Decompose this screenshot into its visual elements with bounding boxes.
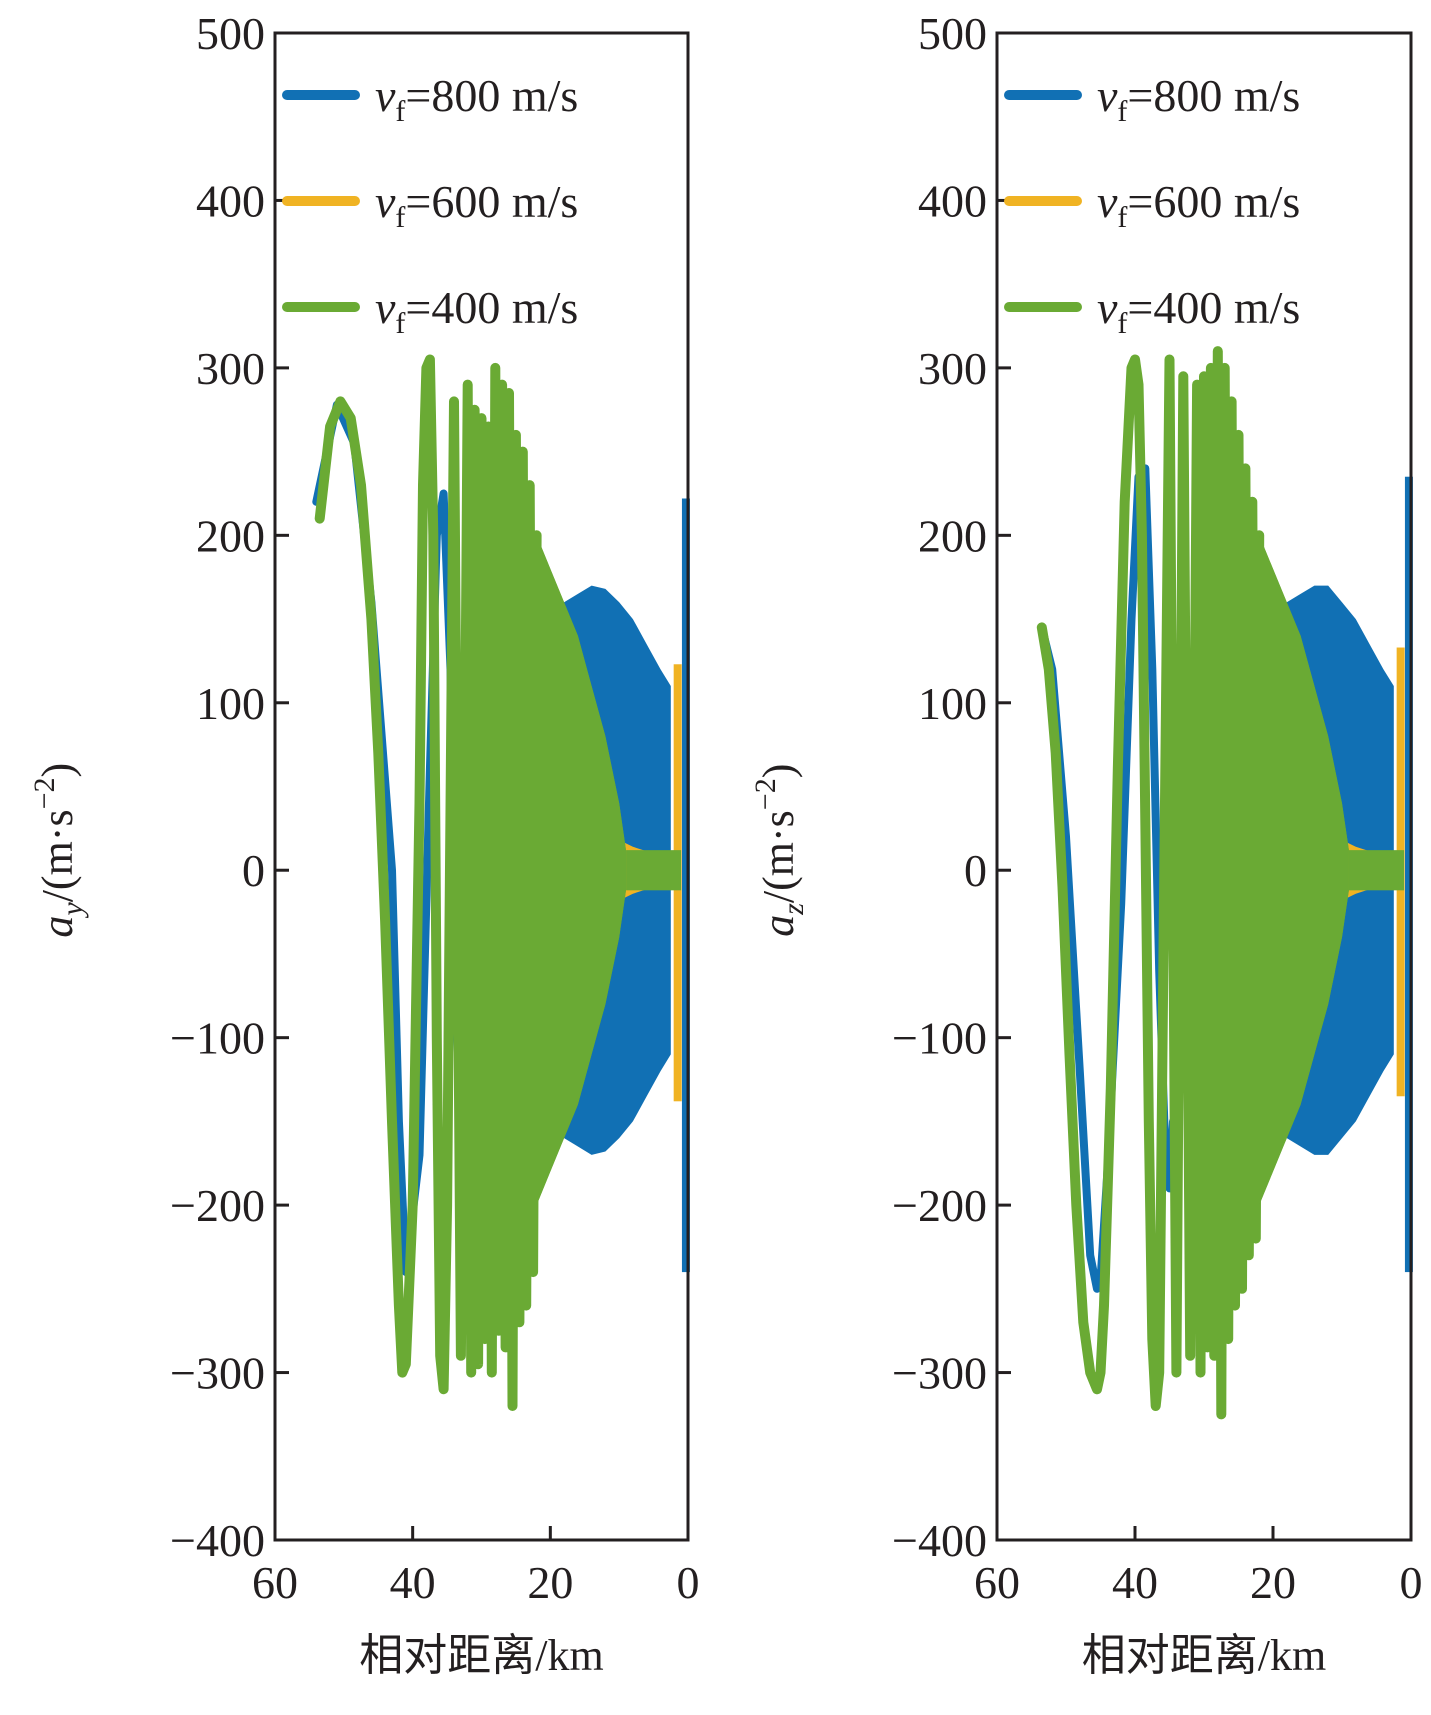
x-axis-title: 相对距离/km xyxy=(1082,1631,1326,1680)
legend-label-3: vf=400 m/s xyxy=(375,282,578,340)
y-tick-label: 400 xyxy=(918,175,987,226)
series-3-band-front xyxy=(1259,535,1349,1206)
y-tick-label: −100 xyxy=(892,1013,987,1064)
series-3-line xyxy=(314,354,542,1411)
plot-frame xyxy=(995,31,1413,1542)
y-tick-label: 0 xyxy=(242,845,265,896)
legend: vf=800 m/s vf=600 m/s vf=400 m/s xyxy=(1004,70,1300,340)
y-tick-label: 300 xyxy=(918,343,987,394)
x-tick-label: 60 xyxy=(252,1557,298,1608)
series-3-line xyxy=(1036,346,1265,1420)
x-tick-label: 60 xyxy=(974,1557,1020,1608)
legend-label-2: vf=600 m/s xyxy=(1097,176,1300,234)
series-1-spike xyxy=(1404,476,1413,1273)
x-axis-title: 相对距离/km xyxy=(359,1631,603,1680)
series-3-flat xyxy=(1348,850,1405,891)
x-tick-label: 20 xyxy=(527,1557,573,1608)
y-tick-label: 200 xyxy=(918,510,987,561)
y-tick-label: 100 xyxy=(196,678,265,729)
y-tick-label: −200 xyxy=(892,1180,987,1231)
legend-label-1: vf=800 m/s xyxy=(375,70,578,128)
y-tick-label: 500 xyxy=(918,8,987,59)
y-tick-label: 0 xyxy=(964,845,987,896)
y-tick-label: 200 xyxy=(196,510,265,561)
x-tick-label: 40 xyxy=(390,1557,436,1608)
legend-label-2: vf=600 m/s xyxy=(375,176,578,234)
legend-label-1: vf=800 m/s xyxy=(1097,70,1300,128)
y-tick-label: −300 xyxy=(170,1348,265,1399)
plot-frame xyxy=(273,31,690,1542)
series-3-band-front xyxy=(536,535,626,1206)
y-tick-label: −200 xyxy=(170,1180,265,1231)
series-3-flat xyxy=(626,850,682,891)
x-tick-label: 20 xyxy=(1250,1557,1296,1608)
y-tick-label: 300 xyxy=(196,343,265,394)
x-tick-label: 0 xyxy=(677,1557,700,1608)
y-axis-title: ay/(m·s−2) xyxy=(28,763,89,938)
y-tick-label: −400 xyxy=(892,1515,987,1566)
x-tick-label: 0 xyxy=(1400,1557,1423,1608)
y-tick-label: −100 xyxy=(170,1013,265,1064)
plot-area xyxy=(312,354,690,1411)
legend: vf=800 m/s vf=600 m/s vf=400 m/s xyxy=(282,70,578,340)
y-tick-label: 100 xyxy=(918,678,987,729)
y-axis-title: az/(m·s−2) xyxy=(749,764,810,937)
x-tick-label: 40 xyxy=(1112,1557,1158,1608)
y-tick-label: −400 xyxy=(170,1515,265,1566)
legend-label-3: vf=400 m/s xyxy=(1097,282,1300,340)
y-tick-label: −300 xyxy=(892,1348,987,1399)
y-tick-label: 500 xyxy=(196,8,265,59)
plot-area xyxy=(1036,346,1413,1420)
y-tick-label: 400 xyxy=(196,175,265,226)
series-1-spike xyxy=(681,498,690,1273)
